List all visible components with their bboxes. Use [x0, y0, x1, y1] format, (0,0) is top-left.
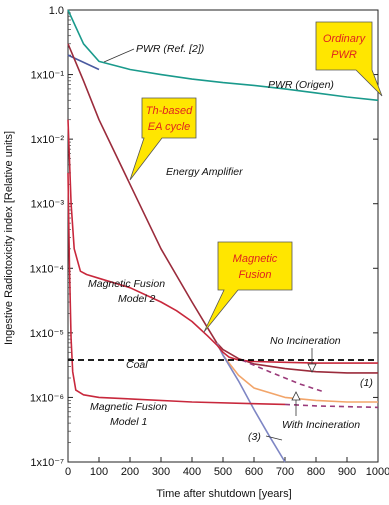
coal-label: Coal — [126, 359, 148, 371]
mf-model2-label-1: Magnetic Fusion — [88, 278, 165, 290]
x-tick-label: 900 — [338, 466, 356, 478]
plot-frame — [67, 9, 379, 463]
series-line-magnetic-fusion-model-2-dashed — [241, 359, 326, 394]
series-line-magnetic-fusion-model-1 — [67, 172, 286, 406]
pwr-ref-pointer — [103, 48, 135, 63]
y-axis-title: Ingestive Radiotoxicity index [Relative … — [3, 131, 15, 345]
series-line-magnetic-fusion-model-2 — [67, 119, 378, 364]
no-incineration-label: No Incineration — [270, 335, 341, 347]
series-line-energy-amplifier — [67, 43, 378, 374]
label-3: (3) — [248, 431, 261, 443]
x-tick-label: 1000 — [366, 466, 389, 478]
callout-ordinary-pwr-line2: PWR — [331, 49, 357, 61]
no-incineration-arrowhead — [307, 363, 317, 373]
x-tick-label: 800 — [307, 466, 325, 478]
series-line-magnetic-fusion-model-1-dashed — [284, 403, 379, 409]
label-1: (1) — [360, 377, 373, 389]
callout-magnetic-fusion-line1: Magnetic — [233, 253, 278, 265]
x-tick-label: 0 — [65, 466, 71, 478]
series-group — [67, 9, 379, 463]
x-axis-title: Time after shutdown [years] — [156, 488, 291, 500]
x-tick-label: 300 — [152, 466, 170, 478]
energy-amplifier-label: Energy Amplifier — [166, 166, 243, 178]
pwr-ref-label: PWR (Ref. [2]) — [136, 43, 204, 55]
callout-ordinary-pwr-line1: Ordinary — [323, 33, 367, 45]
callout-ordinary-pwr: Ordinary PWR — [315, 21, 383, 97]
x-tick-label: 400 — [183, 466, 201, 478]
mf-model1-label-2: Model 1 — [110, 416, 147, 428]
y-tick-label: 1x10⁻⁴ — [30, 263, 65, 275]
callout-th-based-line2: EA cycle — [148, 121, 190, 133]
label-3-pointer — [265, 435, 283, 441]
with-incineration-label: With Incineration — [282, 419, 360, 431]
callout-th-based: Th-based EA cycle — [129, 97, 197, 181]
y-tick-label: 1x10⁻⁶ — [30, 392, 64, 404]
pwr-origen-label: PWR (Origen) — [268, 79, 334, 91]
x-tick-label: 700 — [276, 466, 294, 478]
x-tick-label: 100 — [90, 466, 108, 478]
callout-magnetic-fusion-line2: Fusion — [238, 269, 271, 281]
mf-model2-label-2: Model 2 — [118, 293, 156, 305]
axis-ticks: 0 100 200 300 400 500 600 700 800 900 1000 1.0 1x10⁻… — [30, 5, 389, 478]
with-incineration-arrowhead — [291, 391, 301, 401]
y-tick-label: 1x10⁻³ — [31, 199, 65, 211]
y-tick-label: 1x10⁻⁵ — [30, 328, 64, 340]
x-tick-label: 600 — [245, 466, 263, 478]
y-tick-label: 1x10⁻⁷ — [30, 457, 64, 469]
series-line-pwr-origen — [67, 9, 379, 102]
series-line-3 — [216, 342, 286, 463]
y-tick-label: 1x10⁻¹ — [31, 70, 65, 82]
callout-magnetic-fusion: Magnetic Fusion — [203, 241, 293, 333]
mf-model1-label-1: Magnetic Fusion — [90, 401, 167, 413]
y-tick-label: 1.0 — [49, 5, 64, 17]
callout-th-based-line1: Th-based — [146, 105, 193, 117]
x-tick-label: 500 — [214, 466, 232, 478]
x-tick-label: 200 — [121, 466, 139, 478]
y-tick-label: 1x10⁻² — [31, 134, 65, 146]
